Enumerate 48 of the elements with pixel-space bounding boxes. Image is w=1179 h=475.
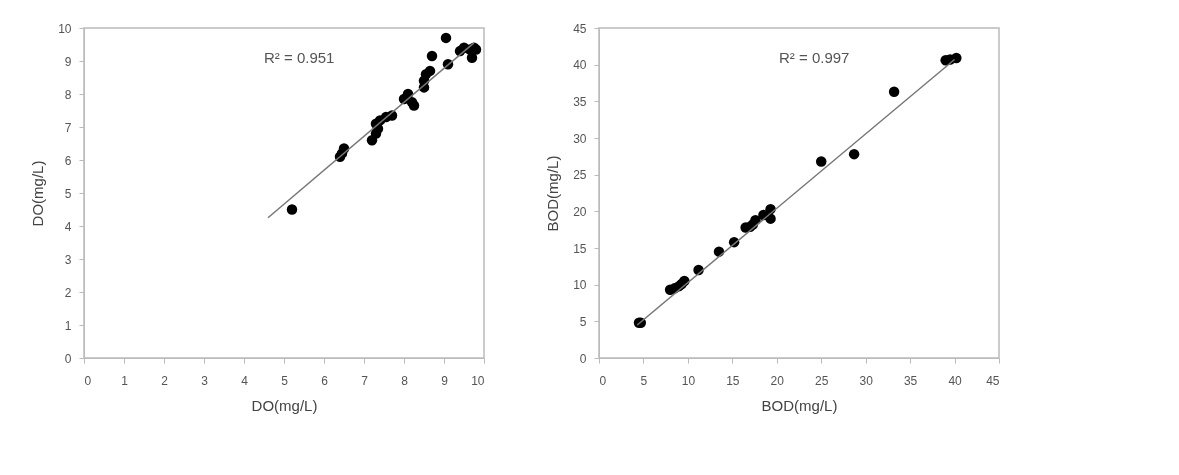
x-tick-label: 7 <box>361 373 369 388</box>
y-tick-label: 10 <box>573 278 587 293</box>
x-tick-label: 10 <box>471 373 485 388</box>
y-tick-label: 7 <box>64 120 72 135</box>
x-tick-label: 6 <box>321 373 329 388</box>
x-tick-label: 8 <box>401 373 409 388</box>
x-axis-title: DO(mg/L) <box>251 396 318 414</box>
x-tick-label: 15 <box>726 373 740 388</box>
y-tick-label: 0 <box>579 351 587 366</box>
y-tick-label: 25 <box>573 168 587 183</box>
x-tick-label: 40 <box>948 373 963 388</box>
x-tick-label: 3 <box>201 373 209 388</box>
x-tick-label: 35 <box>903 373 918 388</box>
y-tick-label: 10 <box>58 21 72 36</box>
annotation: R² = 0.997 <box>779 49 850 66</box>
y-tick-label: 40 <box>573 58 587 73</box>
x-tick-label: 30 <box>859 373 874 388</box>
y-tick-label: 5 <box>64 186 72 201</box>
x-tick-label: 10 <box>681 373 696 388</box>
y-tick-label: 3 <box>64 252 72 267</box>
y-tick-label: 5 <box>579 314 587 329</box>
x-tick-label: 0 <box>84 373 92 388</box>
y-tick-label: 6 <box>64 153 72 168</box>
x-tick-label: 2 <box>161 373 169 388</box>
y-axis-title: DO(mg/L) <box>29 160 47 227</box>
x-tick-label: 5 <box>640 373 648 388</box>
y-tick-label: 30 <box>573 131 587 146</box>
x-tick-label: 9 <box>441 373 449 388</box>
y-tick-label: 15 <box>573 241 587 256</box>
x-tick-label: 1 <box>121 373 129 388</box>
y-tick-label: 20 <box>573 204 587 219</box>
y-tick-label: 0 <box>64 351 72 366</box>
y-tick-label: 45 <box>573 21 587 36</box>
x-tick-label: 20 <box>770 373 785 388</box>
y-tick-label: 2 <box>64 285 72 300</box>
y-tick-label: 35 <box>573 94 587 109</box>
x-tick-label: 4 <box>241 373 249 388</box>
y-tick-label: 4 <box>64 219 72 234</box>
x-tick-label: 45 <box>986 373 1000 388</box>
y-tick-label: 9 <box>64 54 72 69</box>
x-axis-title: BOD(mg/L) <box>761 396 838 414</box>
x-tick-label: 25 <box>815 373 829 388</box>
y-tick-label: 8 <box>64 87 72 102</box>
y-tick-label: 1 <box>64 318 72 333</box>
x-tick-label: 0 <box>599 373 607 388</box>
annotation: R² = 0.951 <box>264 49 335 66</box>
x-tick-label: 5 <box>281 373 289 388</box>
y-axis-title: BOD(mg/L) <box>544 155 562 232</box>
